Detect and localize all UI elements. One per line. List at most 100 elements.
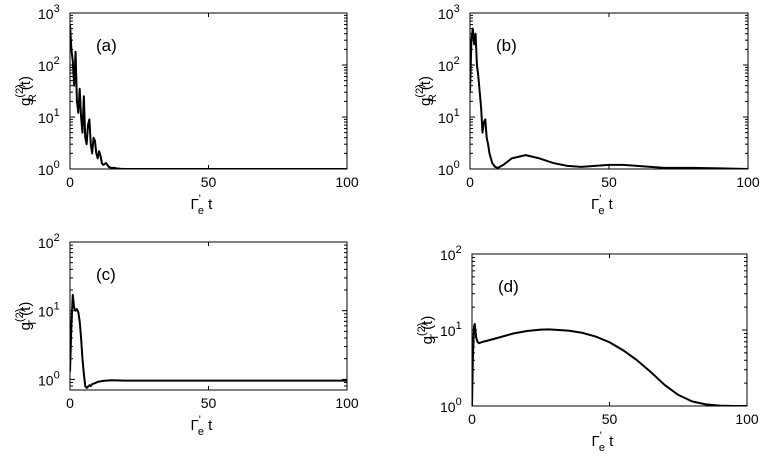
x-tick-label: 0 xyxy=(66,174,74,190)
y-label-argument: (t) xyxy=(17,302,34,316)
x-tick-label: 100 xyxy=(735,411,759,427)
y-tick-exponent: 0 xyxy=(454,159,460,171)
y-tick-label: 101 xyxy=(440,320,462,339)
x-label-subscript: e xyxy=(198,205,204,217)
y-tick-base: 10 xyxy=(438,58,454,74)
y-tick-label: 100 xyxy=(38,159,60,178)
series-line xyxy=(70,24,347,169)
y-tick-label: 101 xyxy=(38,107,60,126)
x-label-base: Γ xyxy=(592,433,600,450)
x-tick-label: 0 xyxy=(66,395,74,411)
y-tick-label: 100 xyxy=(440,396,462,415)
y-tick-exponent: 1 xyxy=(54,107,60,119)
y-label-subscript: R xyxy=(427,94,439,102)
y-label-subscript: T xyxy=(429,334,441,341)
y-tick-exponent: 2 xyxy=(54,232,60,244)
x-label-base: Γ xyxy=(591,196,599,213)
y-label-argument: (t) xyxy=(419,316,436,330)
y-tick-exponent: 1 xyxy=(456,320,462,332)
y-tick-label: 100 xyxy=(438,159,460,178)
y-tick-label: 102 xyxy=(38,232,60,251)
x-label-rest: t xyxy=(204,196,213,213)
y-tick-exponent: 0 xyxy=(54,369,60,381)
y-tick-exponent: 0 xyxy=(456,396,462,408)
x-label-prime: ' xyxy=(600,430,602,442)
y-tick-exponent: 3 xyxy=(54,3,60,15)
y-tick-label: 102 xyxy=(38,55,60,74)
x-label-base: Γ xyxy=(191,417,199,434)
y-tick-base: 10 xyxy=(38,304,54,320)
y-label-superscript: (2) xyxy=(14,84,26,97)
y-tick-base: 10 xyxy=(38,6,54,22)
y-label-superscript: (2) xyxy=(14,309,26,322)
y-tick-exponent: 1 xyxy=(454,107,460,119)
y-tick-base: 10 xyxy=(38,110,54,126)
x-label-rest: t xyxy=(605,433,614,450)
y-tick-base: 10 xyxy=(438,110,454,126)
x-tick-label: 100 xyxy=(736,174,760,190)
y-tick-base: 10 xyxy=(440,247,456,263)
y-tick-label: 100 xyxy=(38,369,60,388)
x-label-rest: t xyxy=(605,196,614,213)
x-axis-label: Γ' e t xyxy=(191,193,214,217)
y-label-argument: (t) xyxy=(17,76,34,90)
panel-label: (c) xyxy=(96,265,116,284)
x-label-base: Γ xyxy=(191,196,199,213)
y-label-base: g xyxy=(17,322,34,330)
y-tick-base: 10 xyxy=(38,162,54,178)
series-line xyxy=(472,322,747,406)
y-axis-label: g(2)T (t) xyxy=(14,302,39,331)
x-tick-label: 50 xyxy=(201,395,217,411)
y-tick-label: 102 xyxy=(438,55,460,74)
x-label-subscript: e xyxy=(198,426,204,438)
y-axis-label: g(2)R (t) xyxy=(14,76,39,106)
x-axis-label: Γ' e t xyxy=(191,414,214,438)
panel-label: (a) xyxy=(96,36,117,55)
x-tick-label: 0 xyxy=(468,411,476,427)
y-tick-base: 10 xyxy=(38,58,54,74)
y-tick-base: 10 xyxy=(38,235,54,251)
y-label-base: g xyxy=(417,98,434,106)
x-axis-label: Γ' e t xyxy=(591,193,614,217)
y-label-base: g xyxy=(419,336,436,344)
y-label-subscript: R xyxy=(27,94,39,102)
panel-label: (d) xyxy=(498,277,519,296)
y-tick-label: 101 xyxy=(438,107,460,126)
x-label-rest: t xyxy=(204,417,213,434)
x-label-prime: ' xyxy=(599,193,601,205)
y-tick-base: 10 xyxy=(38,372,54,388)
y-tick-label: 101 xyxy=(38,301,60,320)
x-label-subscript: e xyxy=(599,442,605,454)
x-tick-label: 100 xyxy=(335,395,359,411)
x-tick-label: 0 xyxy=(466,174,474,190)
y-tick-exponent: 0 xyxy=(54,159,60,171)
y-tick-base: 10 xyxy=(440,399,456,415)
series-line xyxy=(470,27,748,169)
x-axis-label: Γ' e t xyxy=(592,430,615,454)
x-label-prime: ' xyxy=(199,193,201,205)
y-label-superscript: (2) xyxy=(416,323,428,336)
y-label-argument: (t) xyxy=(417,76,434,90)
y-tick-exponent: 1 xyxy=(54,301,60,313)
y-tick-label: 102 xyxy=(440,244,462,263)
y-tick-base: 10 xyxy=(440,323,456,339)
y-label-superscript: (2) xyxy=(414,84,426,97)
series-line xyxy=(70,293,347,389)
y-tick-exponent: 2 xyxy=(54,55,60,67)
x-tick-label: 100 xyxy=(335,174,359,190)
x-label-prime: ' xyxy=(199,414,201,426)
y-tick-exponent: 3 xyxy=(454,3,460,15)
y-tick-label: 103 xyxy=(438,3,460,22)
x-label-subscript: e xyxy=(598,205,604,217)
y-axis-label: g(2)R (t) xyxy=(414,76,439,106)
x-tick-label: 50 xyxy=(602,411,618,427)
y-axis-label: g(2)T (t) xyxy=(416,316,441,345)
y-tick-base: 10 xyxy=(438,6,454,22)
y-label-subscript: T xyxy=(27,320,39,327)
panel-label: (b) xyxy=(496,36,517,55)
